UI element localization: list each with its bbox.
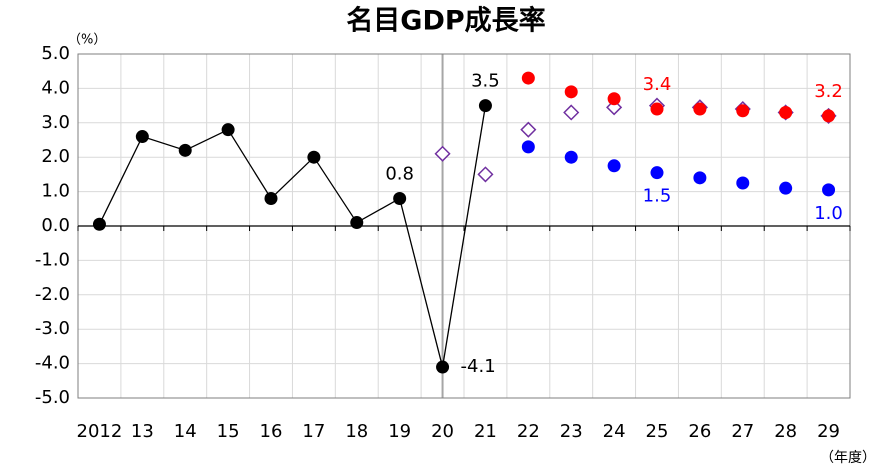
- point: [650, 102, 664, 116]
- data-label: 3.2: [814, 81, 843, 102]
- x-tick-label: 25: [646, 421, 669, 442]
- y-tick-label: -5.0: [35, 387, 70, 408]
- data-label: 1.0: [814, 203, 843, 224]
- y-tick-label: -3.0: [35, 318, 70, 339]
- point: [693, 171, 707, 185]
- x-tick-label: 16: [260, 421, 283, 442]
- x-tick-label: 21: [474, 421, 497, 442]
- point: [564, 85, 578, 99]
- x-tick-label: 14: [174, 421, 197, 442]
- point: [607, 159, 621, 173]
- point: [779, 105, 793, 119]
- data-label: 1.5: [643, 186, 672, 207]
- point: [307, 150, 321, 164]
- diamond-marker: [434, 145, 451, 162]
- point: [693, 102, 707, 116]
- diamond-marker: [477, 166, 494, 183]
- point: [221, 123, 235, 137]
- x-tick-label: 29: [817, 421, 840, 442]
- x-tick-label: 27: [731, 421, 754, 442]
- x-tick-label: 23: [560, 421, 583, 442]
- chart-title: 名目GDP成長率: [346, 5, 545, 37]
- y-tick-label: -4.0: [35, 353, 70, 374]
- point: [650, 166, 664, 180]
- point: [564, 150, 578, 164]
- x-tick-label: 19: [388, 421, 411, 442]
- x-tick-label: 28: [774, 421, 797, 442]
- x-unit: （年度）: [820, 450, 876, 466]
- point: [521, 71, 535, 85]
- series-line: [98, 105, 487, 368]
- point: [478, 99, 492, 113]
- x-tick-label: 22: [517, 421, 540, 442]
- point: [822, 109, 836, 123]
- y-tick-label: 0.0: [41, 215, 70, 236]
- y-unit: （%）: [68, 33, 106, 48]
- data-label: 0.8: [385, 163, 414, 184]
- y-tick-label: 1.0: [41, 181, 70, 202]
- y-tick-label: -2.0: [35, 284, 70, 305]
- y-tick-label: 2.0: [41, 146, 70, 167]
- x-tick-label: 24: [603, 421, 626, 442]
- point: [436, 360, 450, 374]
- data-label: -4.1: [461, 356, 496, 377]
- x-tick-label: 26: [688, 421, 711, 442]
- point: [779, 181, 793, 195]
- x-tick-label: 17: [302, 421, 325, 442]
- y-tick-label: 3.0: [41, 112, 70, 133]
- data-label: 3.5: [471, 71, 500, 92]
- data-label: 3.4: [643, 74, 672, 95]
- x-tick-label: 18: [345, 421, 368, 442]
- point: [350, 216, 364, 230]
- point: [393, 191, 407, 205]
- x-tick-label: 13: [131, 421, 154, 442]
- point: [92, 217, 106, 231]
- point: [822, 183, 836, 197]
- x-tick-label: 2012: [77, 421, 123, 442]
- x-tick-label: 15: [217, 421, 240, 442]
- y-tick-label: 4.0: [41, 77, 70, 98]
- point: [521, 140, 535, 154]
- point: [736, 176, 750, 190]
- point: [607, 92, 621, 106]
- diamond-marker: [563, 104, 580, 121]
- y-tick-label: 5.0: [41, 43, 70, 64]
- point: [135, 130, 149, 144]
- y-tick-label: -1.0: [35, 249, 70, 270]
- point: [736, 104, 750, 118]
- point: [264, 191, 278, 205]
- x-tick-label: 20: [431, 421, 454, 442]
- point: [178, 143, 192, 157]
- diamond-marker: [520, 121, 537, 138]
